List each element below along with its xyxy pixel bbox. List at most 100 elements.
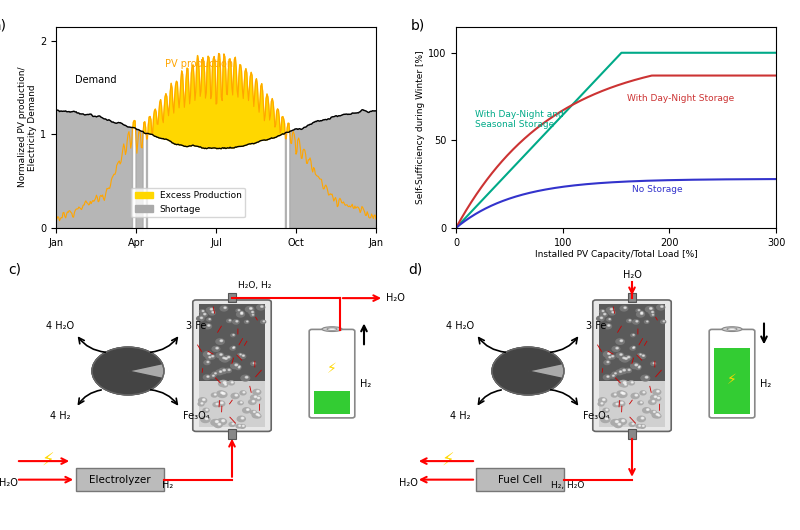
Circle shape bbox=[226, 319, 232, 322]
Text: 4 H₂O: 4 H₂O bbox=[46, 321, 74, 331]
Circle shape bbox=[216, 339, 224, 344]
Circle shape bbox=[233, 320, 239, 324]
Circle shape bbox=[638, 401, 643, 404]
Bar bbox=[629, 293, 635, 302]
Circle shape bbox=[203, 375, 210, 379]
Circle shape bbox=[656, 413, 658, 415]
Circle shape bbox=[213, 375, 214, 376]
Circle shape bbox=[237, 312, 245, 317]
Circle shape bbox=[609, 357, 610, 358]
Circle shape bbox=[631, 346, 635, 349]
Circle shape bbox=[219, 368, 227, 374]
Circle shape bbox=[204, 313, 206, 315]
Circle shape bbox=[200, 313, 207, 317]
Circle shape bbox=[622, 393, 625, 394]
Circle shape bbox=[212, 312, 214, 313]
Circle shape bbox=[202, 311, 204, 312]
Circle shape bbox=[225, 384, 226, 385]
Bar bbox=[229, 429, 235, 439]
Circle shape bbox=[249, 400, 256, 404]
Circle shape bbox=[252, 314, 254, 315]
Circle shape bbox=[658, 398, 659, 399]
Circle shape bbox=[92, 347, 164, 395]
Circle shape bbox=[600, 313, 607, 317]
Circle shape bbox=[655, 414, 661, 418]
Circle shape bbox=[250, 314, 254, 316]
Text: a): a) bbox=[0, 19, 6, 32]
Circle shape bbox=[607, 318, 611, 321]
Text: Electrolyzer: Electrolyzer bbox=[89, 475, 151, 484]
Circle shape bbox=[600, 317, 602, 319]
Circle shape bbox=[257, 391, 259, 392]
Circle shape bbox=[221, 357, 229, 362]
Circle shape bbox=[609, 355, 615, 359]
Circle shape bbox=[650, 307, 652, 310]
Circle shape bbox=[654, 411, 655, 412]
Circle shape bbox=[654, 396, 661, 401]
Text: No Storage: No Storage bbox=[632, 185, 682, 194]
Circle shape bbox=[231, 382, 233, 383]
Circle shape bbox=[646, 409, 649, 410]
Circle shape bbox=[618, 392, 627, 398]
Circle shape bbox=[610, 374, 615, 378]
Circle shape bbox=[203, 351, 212, 357]
Circle shape bbox=[203, 408, 209, 412]
Circle shape bbox=[230, 347, 235, 350]
Text: H₂O, H₂: H₂O, H₂ bbox=[238, 280, 271, 289]
Text: 3 Fe: 3 Fe bbox=[186, 321, 206, 331]
Circle shape bbox=[652, 401, 654, 402]
Circle shape bbox=[255, 414, 261, 418]
Ellipse shape bbox=[327, 328, 337, 330]
Circle shape bbox=[649, 400, 656, 404]
Circle shape bbox=[235, 364, 238, 366]
Circle shape bbox=[216, 370, 223, 375]
Circle shape bbox=[604, 313, 606, 315]
Text: 3 Fe: 3 Fe bbox=[586, 321, 606, 331]
Bar bbox=[476, 469, 564, 491]
Circle shape bbox=[628, 357, 630, 358]
Circle shape bbox=[631, 382, 633, 383]
Circle shape bbox=[640, 354, 641, 355]
Circle shape bbox=[242, 425, 244, 427]
Circle shape bbox=[633, 334, 634, 335]
Circle shape bbox=[228, 357, 230, 358]
Circle shape bbox=[241, 313, 243, 314]
Circle shape bbox=[623, 357, 625, 359]
Bar bbox=[598, 304, 665, 381]
Circle shape bbox=[636, 321, 638, 322]
Circle shape bbox=[652, 412, 660, 418]
FancyBboxPatch shape bbox=[710, 329, 755, 418]
Circle shape bbox=[601, 417, 610, 422]
Circle shape bbox=[233, 334, 234, 335]
Circle shape bbox=[606, 356, 612, 360]
FancyBboxPatch shape bbox=[193, 300, 271, 431]
Circle shape bbox=[240, 391, 246, 395]
Circle shape bbox=[661, 320, 666, 323]
Circle shape bbox=[650, 395, 658, 400]
Circle shape bbox=[631, 393, 639, 399]
Circle shape bbox=[636, 425, 642, 428]
Circle shape bbox=[630, 363, 639, 369]
Circle shape bbox=[651, 362, 656, 365]
Circle shape bbox=[250, 307, 252, 310]
Circle shape bbox=[250, 395, 258, 400]
Circle shape bbox=[261, 306, 263, 307]
Circle shape bbox=[222, 383, 227, 387]
Circle shape bbox=[238, 401, 243, 404]
Circle shape bbox=[641, 375, 650, 381]
Circle shape bbox=[219, 371, 222, 372]
Text: ⚡: ⚡ bbox=[42, 452, 54, 470]
Circle shape bbox=[241, 312, 242, 313]
Circle shape bbox=[217, 391, 225, 396]
Circle shape bbox=[221, 402, 223, 404]
FancyBboxPatch shape bbox=[593, 300, 671, 431]
Circle shape bbox=[220, 354, 222, 355]
Circle shape bbox=[630, 334, 635, 337]
Circle shape bbox=[229, 320, 230, 321]
Circle shape bbox=[261, 320, 266, 323]
Circle shape bbox=[619, 368, 627, 374]
Circle shape bbox=[628, 381, 634, 385]
Text: d): d) bbox=[408, 262, 422, 276]
Circle shape bbox=[218, 392, 227, 398]
Circle shape bbox=[599, 310, 605, 313]
